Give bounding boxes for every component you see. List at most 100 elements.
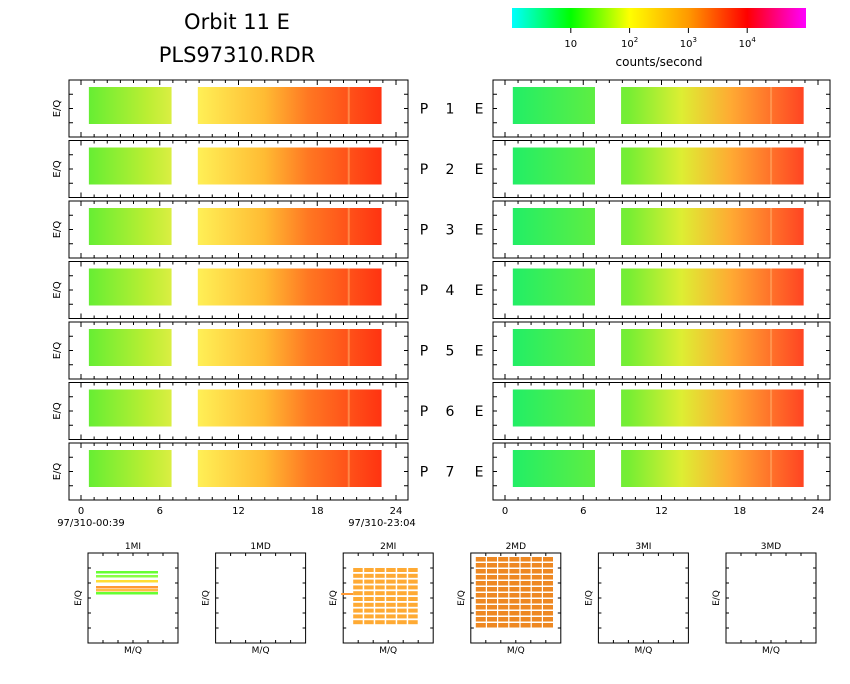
mini-data-cell xyxy=(408,597,418,601)
row-label-p: P xyxy=(420,223,428,239)
mini-data-cell xyxy=(475,569,486,574)
row-label-p: P xyxy=(420,404,428,420)
row-label-p: P xyxy=(420,465,428,481)
mini-data-cell xyxy=(487,587,497,592)
spectrogram-data xyxy=(512,87,804,124)
x-tick-label: 0 xyxy=(78,506,84,517)
mini-data-cell xyxy=(375,614,385,619)
mini-data-cell xyxy=(498,599,509,604)
mini-data-cell xyxy=(408,591,418,596)
spectrogram-data xyxy=(512,268,804,306)
mini-data-cell xyxy=(386,579,396,584)
mini-data-cell xyxy=(408,608,418,613)
mini-frame xyxy=(725,552,817,644)
mini-data-cell xyxy=(543,599,553,604)
spectrogram-data xyxy=(512,329,804,366)
mini-data-cell xyxy=(475,581,486,586)
mini-data-cell xyxy=(475,563,486,568)
mini-data-cell xyxy=(509,605,520,610)
mini-xlabel: M/Q xyxy=(762,646,780,656)
x-tick-label: 0 xyxy=(502,506,508,517)
mini-data-cell xyxy=(531,623,542,628)
row-label-num: 5 xyxy=(446,344,455,360)
mini-data-cell xyxy=(397,614,407,619)
data-gap xyxy=(594,445,622,498)
mini-xlabel: M/Q xyxy=(124,646,142,656)
row-label-e: E xyxy=(475,162,484,178)
row-label-num: 2 xyxy=(446,162,455,178)
mini-data-cell xyxy=(531,617,542,622)
mini-data-cell xyxy=(487,557,497,562)
row-label-e: E xyxy=(475,465,484,481)
mini-data-cell xyxy=(475,587,486,592)
mini-data-cell xyxy=(375,597,385,601)
mini-title: 2MD xyxy=(506,542,526,552)
mini-data-cell xyxy=(364,597,374,601)
row-ylabel: E/Q xyxy=(52,281,63,299)
mini-data-cell xyxy=(375,573,385,578)
data-gap xyxy=(171,203,198,256)
mini-data-cell xyxy=(397,591,407,596)
colorbar-tick-label: 104 xyxy=(739,36,757,50)
mini-data-cell xyxy=(475,593,486,598)
row-label-e: E xyxy=(475,404,484,420)
mini-data-cell xyxy=(375,591,385,596)
mini-data-cell xyxy=(543,623,553,628)
row-label-num: 1 xyxy=(446,102,455,118)
mini-data-cell xyxy=(353,568,363,572)
mini-data-cell xyxy=(509,575,520,580)
mini-data-cell xyxy=(475,617,486,622)
mini-data-cell xyxy=(520,563,531,568)
mini-data-cell xyxy=(543,611,553,616)
mini-title: 3MD xyxy=(761,542,781,552)
x-tick-label: 18 xyxy=(311,506,324,517)
mini-data-cell xyxy=(353,597,363,601)
mini-data-cell xyxy=(353,591,363,596)
mini-data-cell xyxy=(487,599,497,604)
mini-data-cell xyxy=(386,608,396,613)
mini-data-cell xyxy=(397,568,407,572)
mini-data-cell xyxy=(364,591,374,596)
mini-data-cell xyxy=(397,573,407,578)
mini-data-cell xyxy=(386,585,396,590)
row-label-num: 3 xyxy=(446,223,455,239)
mini-data-cell xyxy=(520,611,531,616)
mini-data-cell xyxy=(353,573,363,578)
mini-data-cell xyxy=(408,585,418,590)
mini-ylabel: E/Q xyxy=(712,590,722,606)
mini-data-cell xyxy=(353,602,363,607)
mini-data-cell xyxy=(520,581,531,586)
mini-data-cell xyxy=(520,569,531,574)
colorbar xyxy=(512,8,806,28)
mini-ylabel: E/Q xyxy=(329,590,339,606)
mini-data-cell xyxy=(520,605,531,610)
mini-data-cell xyxy=(353,614,363,619)
mini-data-cell xyxy=(397,620,407,625)
mini-data-cell xyxy=(531,581,542,586)
data-gap xyxy=(594,203,622,256)
mini-xlabel: M/Q xyxy=(507,646,525,656)
mini-data-cell xyxy=(375,568,385,572)
mini-data-cell xyxy=(364,608,374,613)
colorbar-tick-label: 10 xyxy=(564,39,577,50)
mini-data-cell xyxy=(386,597,396,601)
mini-data-cell xyxy=(487,581,497,586)
data-gap xyxy=(594,263,622,317)
row-label-p: P xyxy=(420,102,428,118)
mini-data-cell xyxy=(498,623,509,628)
mini-data-cell xyxy=(364,579,374,584)
mini-data-cell xyxy=(498,617,509,622)
mini-xlabel: M/Q xyxy=(634,646,652,656)
mini-data-cell xyxy=(498,581,509,586)
mini-data-cell xyxy=(487,611,497,616)
mini-data-cell xyxy=(543,557,553,562)
mini-data-cell xyxy=(353,620,363,625)
mini-data-cell xyxy=(543,581,553,586)
mini-ylabel: E/Q xyxy=(202,590,212,606)
mini-data-cell xyxy=(487,569,497,574)
mini-data-cell xyxy=(375,608,385,613)
mini-data-cell xyxy=(531,611,542,616)
mini-data-cell xyxy=(509,569,520,574)
data-gap xyxy=(594,142,622,196)
